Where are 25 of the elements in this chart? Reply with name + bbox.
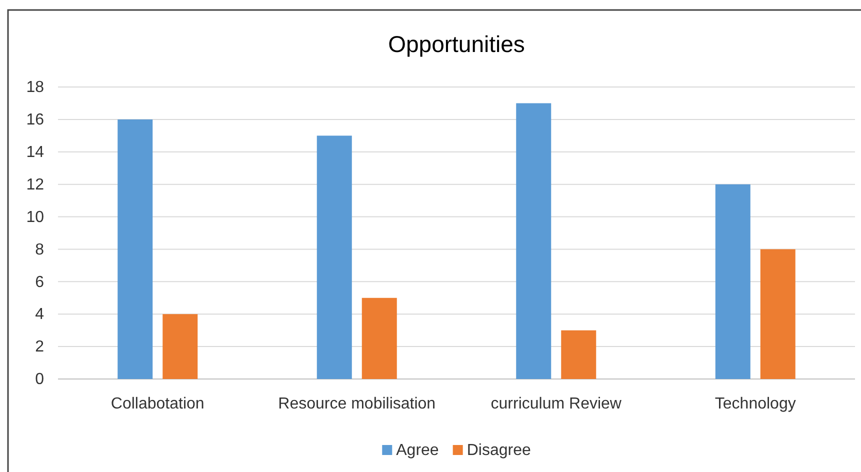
bar [362,298,397,379]
y-tick-label: 0 [35,371,44,388]
y-tick-label: 10 [26,208,44,226]
x-tick-label: curriculum Review [490,395,622,412]
bar [715,184,750,379]
bar [516,103,552,379]
y-tick-label: 14 [26,144,44,162]
x-tick-label: Collabotation [110,395,204,412]
y-tick-label: 16 [26,112,44,129]
legend-label: Agree [396,442,439,459]
x-tick-label: Resource mobilisation [278,395,436,412]
y-tick-label: 18 [26,79,44,96]
y-tick-label: 6 [35,274,44,291]
y-tick-label: 8 [35,241,44,258]
legend-label: Disagree [466,442,531,459]
bar [760,249,796,379]
bar [118,119,153,379]
y-tick-label: 4 [35,306,44,324]
y-tick-label: 12 [26,176,44,194]
x-tick-label: Technology [714,395,796,412]
bar [561,330,596,379]
bar [162,314,198,379]
y-tick-label: 2 [35,338,44,356]
bar [316,136,352,379]
chart-title: Opportunities [388,31,525,57]
